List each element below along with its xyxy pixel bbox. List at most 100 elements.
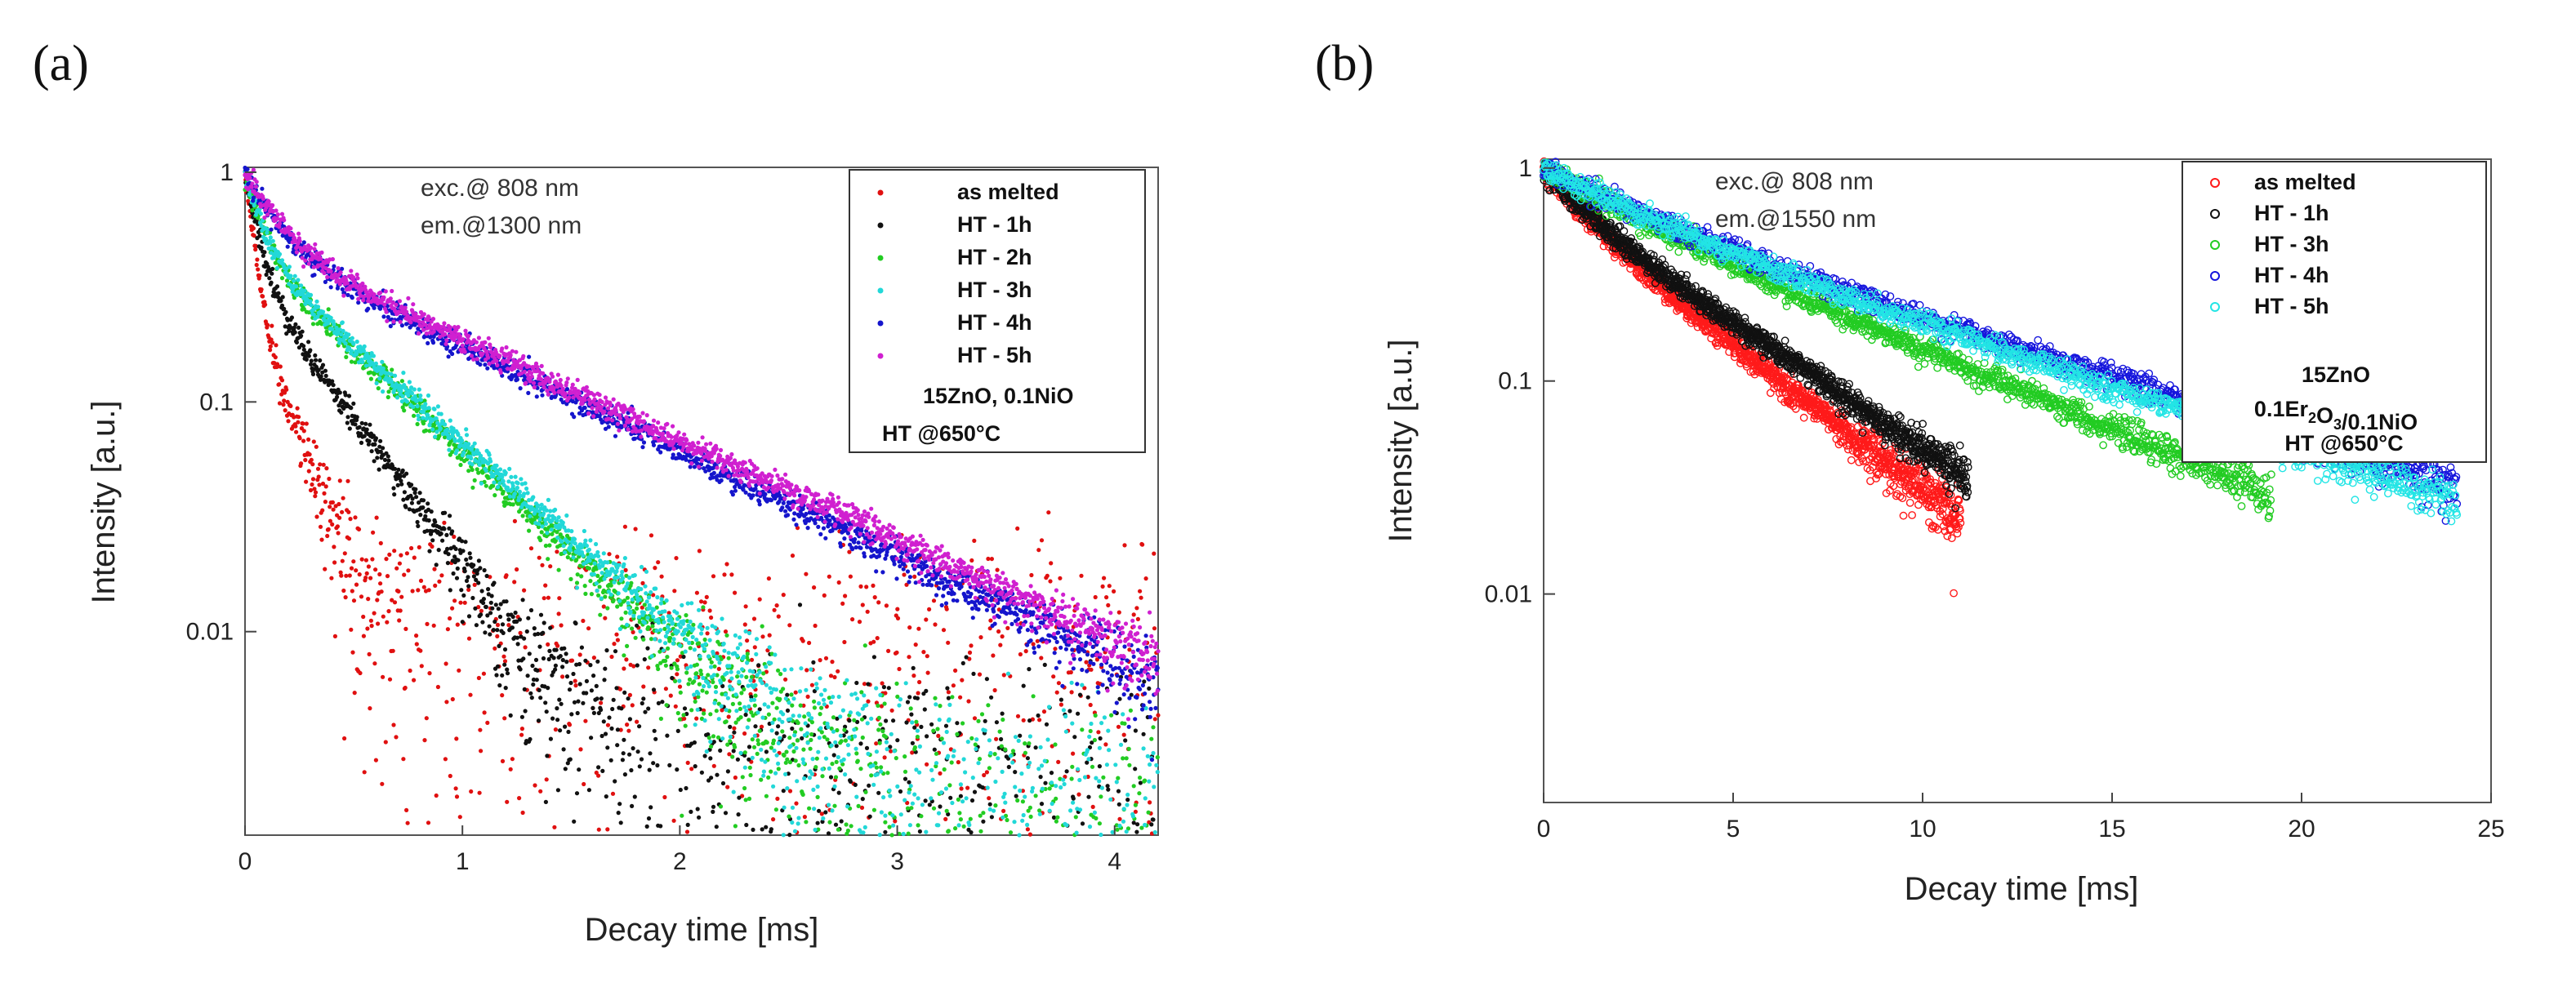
- data-point: [519, 732, 524, 737]
- data-point: [889, 749, 894, 754]
- data-point: [907, 780, 911, 785]
- data-point: [430, 538, 435, 543]
- data-point: [330, 522, 335, 527]
- data-point: [778, 696, 782, 702]
- data-point: [1003, 800, 1008, 805]
- data-point: [992, 687, 997, 693]
- data-point: [685, 760, 690, 766]
- data-point: [1133, 767, 1138, 771]
- data-point: [956, 797, 960, 802]
- data-point: [930, 777, 935, 782]
- data-point: [663, 687, 669, 691]
- data-point: [1079, 573, 1084, 578]
- data-point: [1045, 573, 1050, 578]
- data-point: [981, 811, 986, 816]
- data-point: [409, 482, 414, 487]
- data-point: [448, 588, 452, 593]
- data-point: [1082, 686, 1087, 691]
- data-point: [675, 728, 680, 734]
- data-point: [497, 682, 502, 688]
- data-point: [548, 564, 553, 569]
- data-point: [833, 822, 839, 827]
- data-point: [1005, 817, 1009, 823]
- data-point: [1054, 784, 1058, 789]
- data-point: [632, 794, 637, 799]
- data-point: [521, 656, 526, 661]
- data-point: [625, 722, 630, 727]
- data-point: [1055, 815, 1060, 820]
- data-point: [488, 611, 493, 616]
- data-point: [651, 607, 657, 612]
- data-point: [802, 714, 807, 719]
- data-point: [577, 652, 582, 657]
- data-point: [709, 665, 714, 669]
- data-point: [622, 556, 628, 561]
- data-point: [1140, 542, 1145, 547]
- data-point: [823, 756, 829, 761]
- data-point: [774, 753, 779, 758]
- data-point: [454, 794, 460, 799]
- data-point: [708, 712, 713, 717]
- data-point: [759, 758, 764, 762]
- data-point: [517, 617, 523, 622]
- data-point: [925, 734, 929, 739]
- data-point: [729, 669, 733, 674]
- data-point: [757, 502, 762, 507]
- data-point: [1069, 690, 1074, 695]
- data-point: [279, 378, 285, 383]
- data-point: [809, 667, 813, 672]
- data-point: [894, 756, 898, 761]
- data-point: [466, 584, 471, 589]
- data-point: [764, 740, 769, 745]
- data-point: [560, 665, 565, 669]
- data-point: [960, 721, 965, 726]
- data-point: [706, 732, 711, 737]
- data-point: [363, 421, 368, 426]
- data-point: [1058, 785, 1063, 790]
- data-point: [773, 771, 778, 776]
- data-point: [884, 718, 889, 723]
- data-point: [748, 772, 753, 778]
- data-point: [692, 679, 697, 684]
- data-point: [421, 416, 426, 420]
- data-point: [512, 491, 518, 496]
- data-point: [804, 820, 809, 825]
- data-point: [742, 622, 747, 627]
- data-point: [813, 765, 818, 770]
- data-point: [733, 590, 738, 595]
- data-point: [743, 490, 748, 495]
- data-point: [905, 800, 910, 806]
- data-point: [575, 710, 580, 716]
- data-point: [729, 572, 734, 577]
- data-point: [317, 482, 322, 487]
- data-point: [751, 827, 755, 833]
- data-point: [1138, 589, 1143, 594]
- data-point: [528, 736, 533, 742]
- data-point: [268, 348, 273, 353]
- data-point: [339, 410, 344, 415]
- data-point: [981, 819, 986, 824]
- data-point: [945, 686, 950, 691]
- data-point: [790, 805, 796, 810]
- data-point: [615, 604, 620, 609]
- data-point: [628, 609, 633, 615]
- data-point: [409, 545, 414, 551]
- data-point: [411, 404, 416, 409]
- data-point: [296, 420, 301, 425]
- data-point: [518, 386, 523, 391]
- data-point: [878, 722, 883, 727]
- data-point: [1070, 764, 1075, 769]
- data-point: [418, 578, 424, 584]
- data-point: [422, 398, 427, 403]
- data-point: [397, 561, 402, 566]
- data-point: [318, 524, 323, 529]
- data-point: [852, 727, 857, 732]
- data-point: [887, 825, 892, 829]
- data-point: [630, 803, 635, 809]
- data-point: [297, 436, 302, 441]
- data-point: [582, 528, 587, 534]
- data-point: [826, 802, 831, 807]
- data-point: [1058, 697, 1063, 702]
- data-point: [416, 523, 421, 529]
- data-point: [738, 715, 743, 720]
